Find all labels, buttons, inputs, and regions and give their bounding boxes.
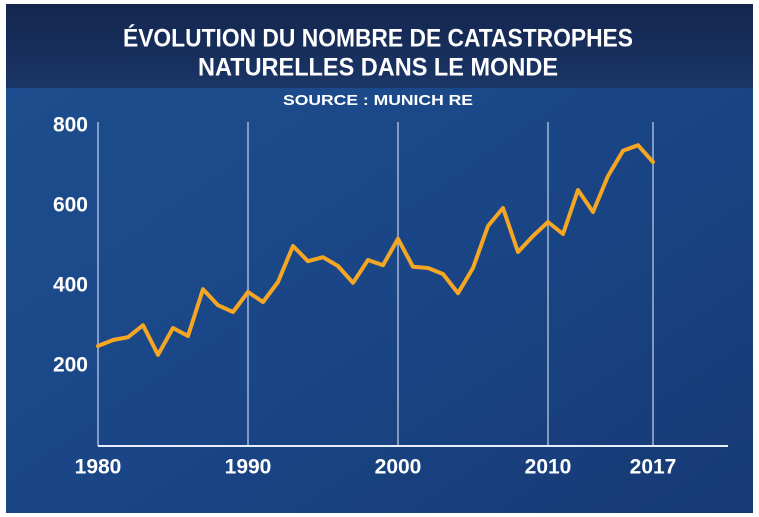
y-tick-label: 800 [53, 114, 88, 137]
background [6, 4, 753, 513]
x-tick-label: 2010 [525, 456, 572, 479]
y-tick-label: 400 [53, 274, 88, 297]
y-tick-label: 600 [53, 194, 88, 217]
x-tick-label: 1980 [75, 456, 122, 479]
header-band [6, 4, 753, 88]
x-tick-label: 2000 [375, 456, 422, 479]
chart-title: ÉVOLUTION DU NOMBRE DE CATASTROPHES [123, 24, 633, 53]
data-line [96, 143, 655, 357]
chart-title: NATURELLES DANS LE MONDE [198, 54, 558, 82]
chart-subtitle: SOURCE : MUNICH RE [283, 92, 473, 109]
x-tick-label: 1990 [225, 456, 272, 479]
x-tick-label: 2017 [630, 456, 677, 479]
y-tick-label: 200 [53, 354, 88, 377]
